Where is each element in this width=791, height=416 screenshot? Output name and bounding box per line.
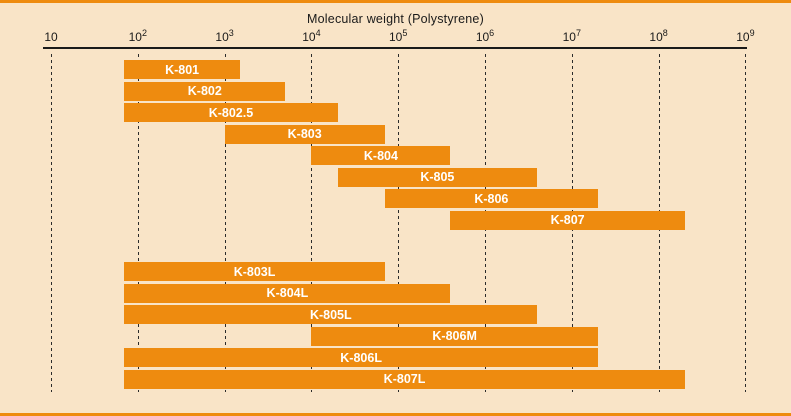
decade-gridline bbox=[311, 54, 313, 392]
column-name-label: K-806L bbox=[340, 350, 382, 365]
top-accent-line bbox=[0, 0, 791, 3]
range-bar-k-803l: K-803L bbox=[124, 262, 385, 281]
column-name-label: K-805L bbox=[309, 307, 352, 322]
column-name-label: K-804 bbox=[363, 148, 398, 163]
range-bar-k-806l: K-806L bbox=[124, 348, 598, 367]
range-bar-k-806: K-806 bbox=[384, 189, 598, 208]
x-axis-tick-label: 103 bbox=[215, 28, 234, 45]
range-bar-k-802.5: K-802.5 bbox=[124, 103, 338, 122]
range-bar-k-804: K-804 bbox=[311, 146, 451, 165]
column-name-label: K-804L bbox=[266, 286, 309, 300]
x-axis-tick-label: 107 bbox=[562, 28, 581, 45]
column-name-label: K-802.5 bbox=[208, 105, 254, 120]
column-name-label: K-807 bbox=[550, 213, 585, 227]
decade-gridline bbox=[224, 54, 226, 392]
column-name-label: K-806 bbox=[474, 191, 509, 206]
range-bar-k-801: K-801 bbox=[124, 60, 240, 79]
range-bar-k-807: K-807 bbox=[450, 210, 685, 230]
column-name-label: K-803 bbox=[287, 127, 322, 141]
range-bar-k-804l: K-804L bbox=[124, 283, 451, 303]
x-axis-tick-label: 108 bbox=[649, 28, 668, 45]
range-bar-k-805: K-805 bbox=[337, 167, 538, 187]
x-axis-tick-label: 10 bbox=[44, 30, 58, 44]
x-axis-tick-label: 106 bbox=[475, 28, 495, 45]
x-axis-line bbox=[43, 47, 747, 49]
range-bar-k-807l: K-807L bbox=[124, 369, 685, 389]
x-axis-tick-label: 104 bbox=[302, 28, 321, 45]
column-name-label: K-801 bbox=[165, 62, 200, 77]
column-name-label: K-802 bbox=[187, 84, 222, 98]
decade-gridline bbox=[745, 54, 747, 392]
x-axis-tick-label: 102 bbox=[128, 28, 147, 45]
x-axis-tick-label: 105 bbox=[389, 28, 408, 45]
range-bar-k-802: K-802 bbox=[124, 81, 286, 101]
decade-gridline bbox=[137, 54, 139, 392]
range-bar-k-803: K-803 bbox=[224, 124, 385, 144]
x-axis-title: Molecular weight (Polystyrene) bbox=[307, 12, 484, 26]
column-name-label: K-805 bbox=[420, 170, 455, 184]
x-axis-tick-label: 109 bbox=[736, 28, 755, 45]
decade-gridline bbox=[51, 54, 52, 392]
range-bar-k-806m: K-806M bbox=[311, 326, 598, 346]
column-name-label: K-803L bbox=[233, 264, 276, 279]
column-name-label: K-807L bbox=[383, 372, 426, 386]
bottom-accent-line bbox=[0, 413, 791, 416]
range-bar-k-805l: K-805L bbox=[124, 305, 538, 324]
column-name-label: K-806M bbox=[432, 329, 477, 343]
decade-gridline bbox=[398, 54, 400, 392]
